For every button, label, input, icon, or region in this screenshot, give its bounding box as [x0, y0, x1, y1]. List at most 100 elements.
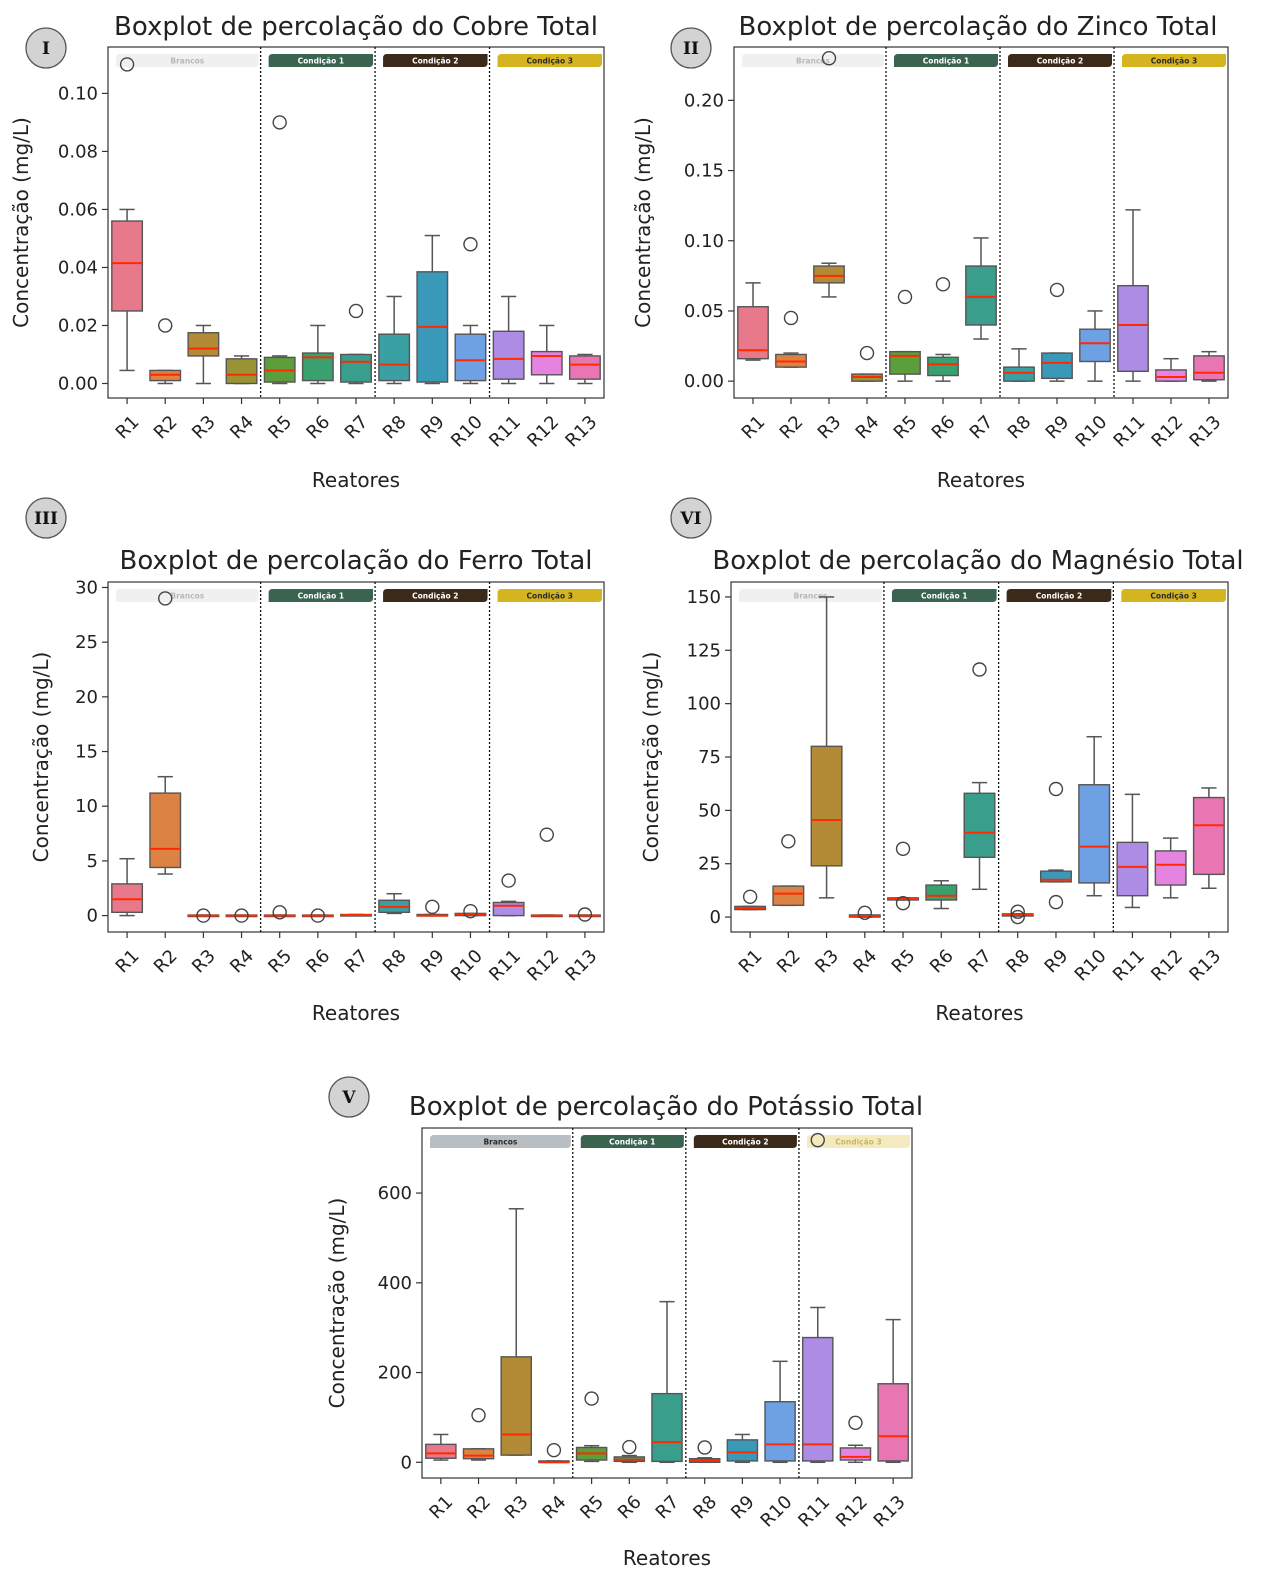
- condition-banner-label: Brancos: [170, 57, 204, 66]
- box-iqr: [765, 1402, 795, 1461]
- x-axis-label: Reatores: [935, 1001, 1023, 1025]
- box-R6: [928, 278, 958, 381]
- box-R1: [426, 1434, 456, 1460]
- box-R4: [226, 909, 257, 922]
- box-R3: [814, 52, 844, 297]
- box-iqr: [1117, 842, 1148, 895]
- box-iqr: [150, 793, 181, 867]
- outlier-point: [899, 290, 912, 303]
- outlier-point: [159, 319, 172, 332]
- box-R4: [226, 356, 257, 384]
- outlier-point: [585, 1392, 598, 1405]
- y-tick-label: 30: [75, 577, 98, 598]
- box-R1: [112, 859, 143, 916]
- panel-badge-label: VI: [679, 509, 701, 529]
- x-tick-label: R3: [814, 412, 846, 444]
- x-tick-label: R1: [738, 412, 770, 444]
- box-R13: [878, 1320, 908, 1463]
- x-tick-label: R11: [485, 412, 525, 452]
- x-tick-label: R12: [523, 412, 563, 452]
- x-tick-label: R9: [727, 1492, 759, 1524]
- box-R6: [926, 881, 957, 909]
- x-tick-label: R8: [379, 412, 411, 444]
- box-R12: [840, 1416, 870, 1462]
- box-R8: [1004, 349, 1034, 381]
- box-R6: [614, 1441, 644, 1463]
- x-tick-label: R3: [501, 1492, 533, 1524]
- box-R11: [493, 874, 524, 916]
- outlier-point: [464, 238, 477, 251]
- outlier-point: [744, 890, 757, 903]
- box-R5: [264, 906, 295, 919]
- chart-panel-cobre: IBoxplot de percolação do Cobre TotalBra…: [9, 12, 604, 492]
- box-iqr: [226, 359, 257, 384]
- x-tick-label: R1: [735, 946, 767, 978]
- box-R4: [850, 906, 881, 919]
- condition-banner-label: Condição 2: [412, 57, 458, 66]
- x-tick-label: R7: [964, 946, 996, 978]
- box-iqr: [811, 746, 842, 866]
- box-iqr: [1118, 286, 1148, 372]
- x-tick-label: R2: [773, 946, 805, 978]
- condition-banner-label: Condição 3: [1151, 57, 1197, 66]
- outlier-point: [849, 1416, 862, 1429]
- y-tick-label: 0: [710, 907, 721, 928]
- x-tick-label: R11: [485, 946, 525, 986]
- x-tick-label: R11: [1109, 946, 1149, 986]
- y-tick-label: 0.04: [58, 257, 98, 278]
- box-R12: [532, 828, 563, 916]
- chart-title: Boxplot de percolação do Ferro Total: [119, 546, 592, 576]
- box-R2: [150, 319, 181, 384]
- y-tick-label: 0: [87, 906, 98, 927]
- y-tick-label: 50: [698, 800, 721, 821]
- panel-badge-label: III: [34, 509, 58, 529]
- box-R8: [379, 894, 410, 914]
- y-tick-label: 400: [378, 1273, 412, 1294]
- x-tick-label: R9: [1041, 946, 1073, 978]
- x-tick-label: R11: [794, 1492, 834, 1532]
- y-tick-label: 125: [687, 640, 721, 661]
- box-iqr: [1194, 356, 1224, 380]
- x-tick-label: R10: [447, 946, 487, 986]
- outlier-point: [1049, 896, 1062, 909]
- box-iqr: [379, 334, 410, 380]
- chart-panel-ferro: III Boxplot de percolação do Ferro Total B…: [26, 498, 604, 1025]
- box-iqr: [112, 221, 143, 311]
- x-tick-label: R8: [1002, 946, 1034, 978]
- box-iqr: [814, 266, 844, 283]
- y-tick-label: 0: [401, 1452, 412, 1473]
- outlier-point: [897, 842, 910, 855]
- x-tick-label: R12: [832, 1492, 872, 1532]
- y-axis-label: Concentração (mg/L): [29, 652, 53, 863]
- condition-banner-label: Condição 3: [527, 57, 573, 66]
- box-iqr: [426, 1444, 456, 1458]
- x-tick-label: R7: [341, 412, 373, 444]
- box-R2: [463, 1409, 493, 1460]
- x-axis-label: Reatores: [937, 468, 1025, 492]
- box-R4: [539, 1444, 569, 1463]
- box-R2: [150, 592, 181, 874]
- x-tick-label: R10: [447, 412, 487, 452]
- box-R12: [1156, 359, 1186, 381]
- box-R3: [501, 1209, 531, 1455]
- y-tick-label: 0.00: [58, 373, 98, 394]
- plot-frame: [108, 47, 604, 398]
- y-tick-label: 25: [698, 854, 721, 875]
- y-tick-label: 75: [698, 747, 721, 768]
- x-tick-label: R4: [226, 946, 258, 978]
- y-tick-label: 20: [75, 687, 98, 708]
- plot-frame: [734, 47, 1228, 398]
- box-R9: [417, 236, 448, 384]
- y-tick-label: 200: [378, 1363, 412, 1384]
- x-tick-label: R6: [926, 946, 958, 978]
- box-R10: [1079, 737, 1110, 896]
- box-R3: [811, 597, 842, 898]
- panel-badge-label: V: [341, 1088, 356, 1108]
- outlier-point: [782, 835, 795, 848]
- y-tick-label: 600: [378, 1183, 412, 1204]
- box-iqr: [501, 1357, 531, 1455]
- outlier-point: [861, 347, 874, 360]
- x-axis-label: Reatores: [312, 1001, 400, 1025]
- x-tick-label: R2: [150, 946, 182, 978]
